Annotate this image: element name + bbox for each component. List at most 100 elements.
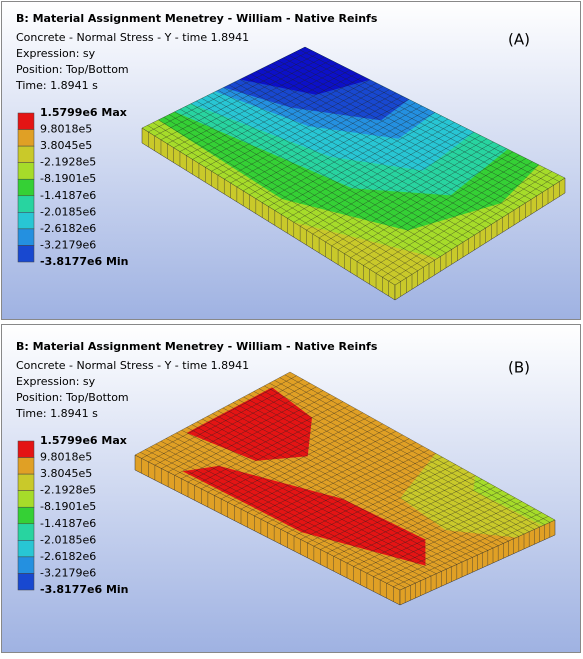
legend-swatch — [17, 490, 35, 508]
info-line: Expression: sy — [16, 47, 96, 60]
info-line: Time: 1.8941 s — [15, 79, 98, 92]
mesh-line — [148, 50, 312, 133]
legend-label: 9.8018e5 — [40, 123, 92, 136]
legend-label: 1.5799e6 Max — [40, 106, 127, 119]
mesh-line — [344, 151, 514, 254]
mesh-line — [369, 164, 540, 270]
plate — [134, 371, 556, 606]
mesh-line — [198, 76, 364, 164]
legend-label: -1.4187e6 — [40, 189, 96, 202]
info-line: Position: Top/Bottom — [16, 391, 129, 404]
mesh-line — [194, 405, 350, 486]
mesh-line — [386, 512, 542, 584]
mesh-line — [375, 167, 546, 274]
mesh-line — [205, 79, 371, 168]
mesh-line — [234, 427, 390, 506]
legend-label: -2.1928e5 — [40, 484, 96, 497]
mesh-line — [300, 464, 456, 540]
mesh-line — [267, 445, 423, 523]
mesh-line — [353, 493, 509, 567]
plate — [141, 46, 566, 301]
mesh-line — [318, 138, 488, 239]
legend-swatch — [17, 523, 35, 541]
mesh-line — [300, 128, 468, 227]
legend-swatch — [17, 556, 35, 574]
mesh-line — [260, 442, 416, 520]
mesh-line — [186, 69, 351, 156]
mesh-line — [262, 109, 429, 203]
mesh-line — [217, 86, 384, 176]
legend-swatch — [17, 506, 35, 525]
mesh-line — [214, 416, 370, 496]
mesh-line — [167, 59, 332, 144]
legend-swatch — [17, 457, 35, 475]
mesh-line — [399, 519, 556, 591]
stress-region — [239, 47, 370, 95]
mesh-line — [327, 479, 483, 554]
legend-label: 9.8018e5 — [40, 451, 92, 464]
mesh-line — [268, 112, 436, 207]
mesh-line — [356, 158, 527, 262]
mesh-line — [382, 171, 553, 278]
legend-swatch — [17, 212, 35, 230]
info-line: Time: 1.8941 s — [15, 407, 98, 420]
mesh-line — [211, 82, 377, 172]
panel-title: B: Material Assignment Menetrey - Willia… — [16, 12, 378, 25]
mesh-line — [249, 102, 416, 195]
legend-swatch — [17, 228, 35, 246]
mesh-line — [350, 154, 520, 258]
legend-swatch — [17, 112, 35, 130]
legend-swatch — [17, 178, 35, 197]
legend-label: -8.1901e5 — [40, 500, 96, 513]
mesh-line — [312, 135, 481, 235]
mesh-line — [366, 501, 522, 574]
mesh-line — [333, 482, 489, 557]
mesh-line — [227, 423, 383, 503]
mesh-line — [360, 497, 516, 570]
mesh-line — [173, 63, 338, 148]
mesh-line — [174, 394, 330, 476]
mesh-line — [325, 141, 494, 243]
legend-label: -2.1928e5 — [40, 156, 96, 169]
mesh-line — [274, 115, 442, 211]
mesh-line — [254, 438, 410, 516]
mesh-line — [207, 412, 363, 493]
mesh-line — [274, 449, 430, 527]
legend-swatch — [17, 540, 35, 558]
legend-label: -2.0185e6 — [40, 533, 96, 546]
info-line: Expression: sy — [16, 375, 96, 388]
panel-title: B: Material Assignment Menetrey - Willia… — [16, 340, 378, 353]
legend-label: -8.1901e5 — [40, 172, 96, 185]
mesh-line — [141, 375, 297, 459]
mesh-line — [363, 161, 533, 266]
legend-swatch — [17, 473, 35, 491]
mesh-line — [373, 504, 529, 577]
mesh-line — [340, 486, 496, 560]
mesh-line — [247, 434, 403, 513]
mesh-line — [201, 408, 357, 489]
mesh-line — [293, 125, 462, 223]
mesh-line — [307, 467, 463, 543]
mesh-line — [224, 89, 390, 180]
mesh-line — [293, 460, 450, 537]
info-line: Concrete - Normal Stress - Y - time 1.89… — [16, 359, 249, 372]
legend-label: 3.8045e5 — [40, 139, 92, 152]
mesh-line — [255, 105, 423, 199]
legend-label: -2.6182e6 — [40, 222, 96, 235]
legend-swatch — [17, 129, 35, 147]
mesh-line — [281, 118, 449, 215]
mesh-line — [243, 99, 410, 191]
mesh-line — [148, 379, 304, 462]
mesh-line — [388, 174, 559, 282]
mesh-line — [394, 177, 566, 286]
mesh-line — [380, 508, 536, 581]
panel-tag: (A) — [508, 31, 530, 49]
legend-swatch — [17, 440, 35, 458]
legend-label: -1.4187e6 — [40, 517, 96, 530]
legend-swatch — [17, 195, 35, 213]
mesh-line — [179, 66, 345, 152]
legend-label: -2.6182e6 — [40, 550, 96, 563]
stress-region — [182, 465, 426, 566]
mesh-line — [346, 490, 503, 564]
